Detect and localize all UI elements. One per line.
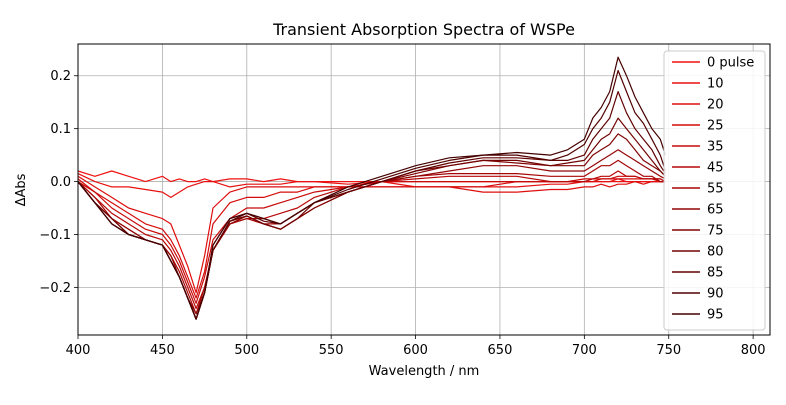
legend-label: 65 (707, 203, 724, 218)
legend-label: 85 (707, 266, 724, 281)
series-line-0 (77, 170, 666, 183)
chart-title: Transient Absorption Spectra of WSPe (272, 20, 575, 39)
legend-label: 55 (707, 182, 724, 197)
x-tick-label: 600 (403, 343, 428, 358)
x-tick-label: 800 (741, 343, 766, 358)
legend-label: 45 (707, 161, 724, 176)
legend-label: 35 (707, 140, 724, 155)
legend: 0 pulse 10 20 25 35 45 55 65 75 80 85 90 95 (663, 50, 766, 331)
x-tick-label: 400 (66, 343, 91, 358)
legend-label: 25 (707, 119, 724, 134)
y-tick-label: 0.0 (50, 175, 71, 190)
legend-label: 20 (707, 98, 724, 113)
legend-label: 0 pulse (707, 56, 754, 71)
x-axis-ticks: 400 450 500 550 600 650 700 750 800 (66, 335, 766, 358)
x-tick-label: 750 (656, 343, 681, 358)
legend-label: 10 (707, 77, 724, 92)
y-tick-label: 0.1 (50, 122, 71, 137)
x-tick-label: 550 (319, 343, 344, 358)
y-axis-title: ΔAbs (14, 173, 29, 206)
series-line-12 (77, 56, 666, 320)
y-tick-label: −0.1 (39, 228, 71, 243)
plot-frame (77, 43, 771, 336)
y-tick-label: 0.2 (50, 69, 71, 84)
legend-box (663, 50, 766, 331)
y-tick-label: −0.2 (39, 281, 71, 296)
x-tick-label: 650 (488, 343, 513, 358)
legend-label: 80 (707, 245, 724, 260)
x-tick-label: 700 (572, 343, 597, 358)
x-axis-title: Wavelength / nm (369, 364, 480, 379)
y-axis-ticks: −0.2 −0.1 0.0 0.1 0.2 (39, 69, 78, 296)
legend-label: 95 (707, 308, 724, 323)
x-tick-label: 500 (234, 343, 259, 358)
legend-label: 90 (707, 287, 724, 302)
x-tick-label: 450 (150, 343, 175, 358)
series-lines (77, 56, 666, 320)
legend-label: 75 (707, 224, 724, 239)
